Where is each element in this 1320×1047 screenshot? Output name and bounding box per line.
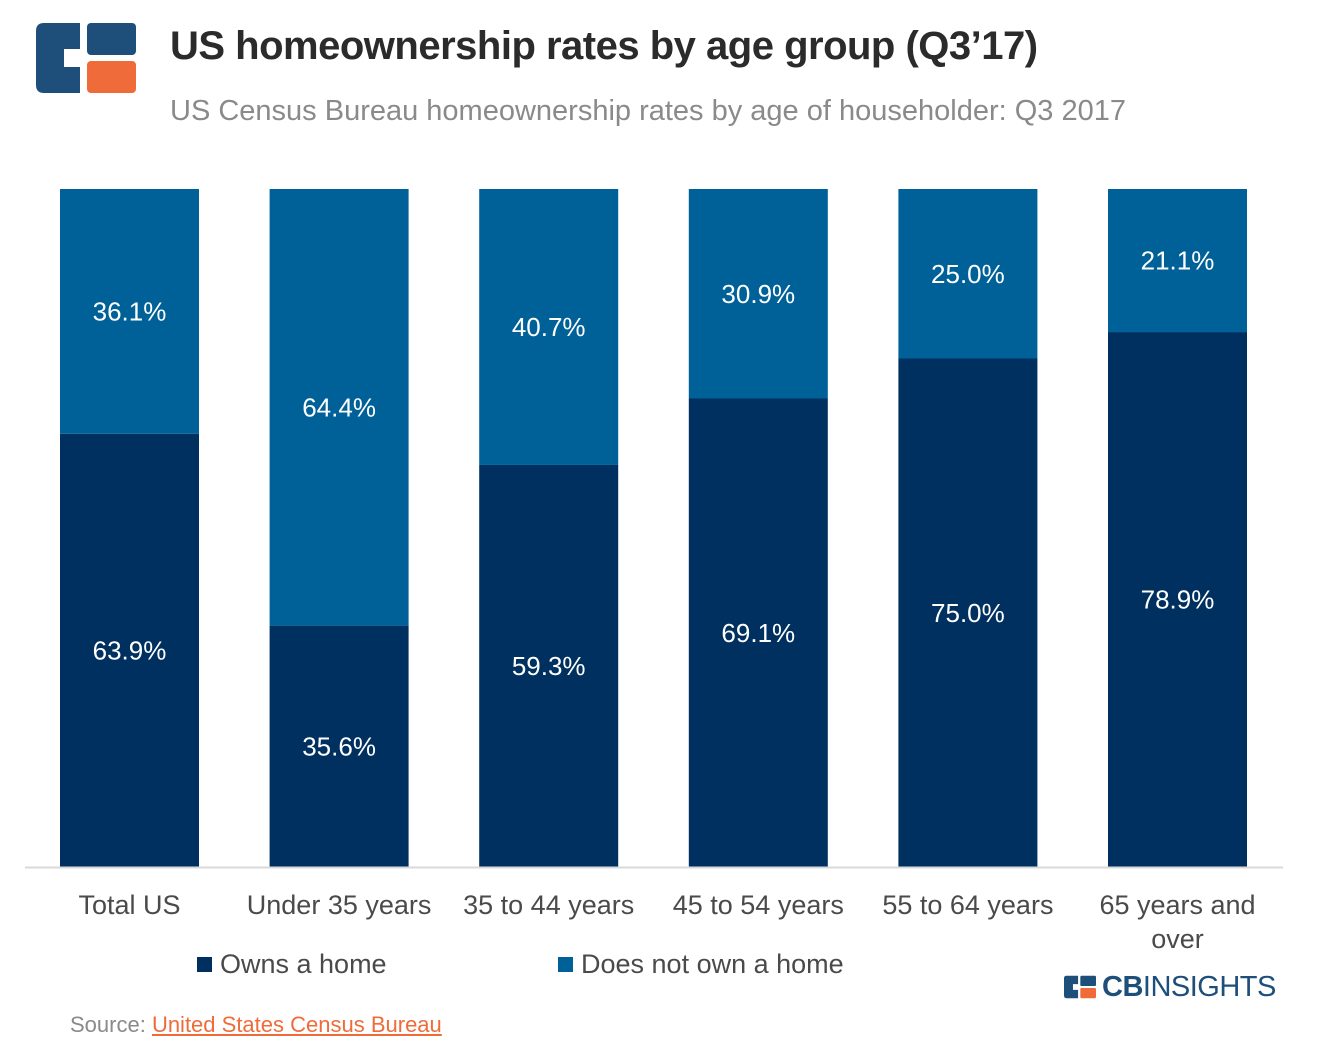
cb-logo-icon	[36, 23, 136, 93]
cb-brand-icon	[1064, 975, 1096, 999]
legend-item-not-owns: Does not own a home	[558, 948, 844, 980]
bar-not-owns-0	[60, 189, 199, 434]
x-tick-label-3: 45 to 54 years	[673, 890, 844, 920]
data-label-not-owns-5: 21.1%	[1141, 246, 1215, 276]
stacked-bar-chart: 63.9% 36.1% Total US 35.6% 64.4% Under 35 yea…	[25, 189, 1283, 954]
data-label-owns-2: 59.3%	[512, 651, 586, 681]
legend-item-owns: Owns a home	[197, 948, 387, 980]
x-tick-label-4: 55 to 64 years	[882, 890, 1053, 920]
data-label-not-owns-4: 25.0%	[931, 259, 1005, 289]
bar-not-owns-5	[1108, 189, 1247, 333]
bar-not-owns-3	[688, 189, 828, 399]
bar-not-owns-4	[898, 189, 1038, 359]
legend-swatch-owns	[197, 956, 212, 972]
x-tick-label-1: Under 35 years	[247, 890, 432, 920]
x-tick-label-2: 35 to 44 years	[463, 890, 634, 920]
cbinsights-brand: CB INSIGHTS	[1064, 970, 1276, 1004]
legend-label-owns: Owns a home	[220, 948, 387, 979]
source-link[interactable]: United States Census Bureau	[151, 1012, 442, 1037]
page-title: US homeownership rates by age group (Q3’…	[170, 24, 1038, 68]
x-tick-label-5-line-1: over	[1151, 924, 1204, 954]
data-label-owns-3: 69.1%	[721, 618, 795, 648]
x-tick-label-5-line-0: 65 years and	[1099, 890, 1255, 920]
data-label-owns-1: 35.6%	[302, 731, 376, 761]
bar-owns-4	[898, 358, 1038, 867]
bar-owns-2	[479, 464, 619, 867]
source-note: Source: United States Census Bureau	[70, 1012, 442, 1038]
legend-swatch-not-owns	[558, 956, 573, 972]
data-label-owns-0: 63.9%	[93, 635, 167, 665]
brand-insights: INSIGHTS	[1142, 970, 1276, 1003]
source-prefix: Source:	[70, 1012, 152, 1037]
data-label-owns-5: 78.9%	[1141, 585, 1215, 615]
bar-not-owns-1	[269, 189, 409, 626]
bar-owns-5	[1108, 332, 1247, 868]
data-label-not-owns-0: 36.1%	[93, 296, 167, 326]
data-label-not-owns-2: 40.7%	[512, 312, 586, 342]
bar-owns-3	[688, 398, 828, 867]
legend-label-not-owns: Does not own a home	[581, 948, 844, 979]
page-subtitle: US Census Bureau homeownership rates by …	[170, 95, 1126, 127]
data-label-owns-4: 75.0%	[931, 598, 1005, 628]
bar-not-owns-2	[479, 189, 619, 465]
data-label-not-owns-1: 64.4%	[302, 392, 376, 422]
data-label-not-owns-3: 30.9%	[721, 279, 795, 309]
x-tick-label-0: Total US	[78, 890, 180, 920]
bar-owns-0	[60, 433, 199, 867]
bar-owns-1	[269, 625, 409, 867]
brand-cb: CB	[1102, 970, 1143, 1003]
